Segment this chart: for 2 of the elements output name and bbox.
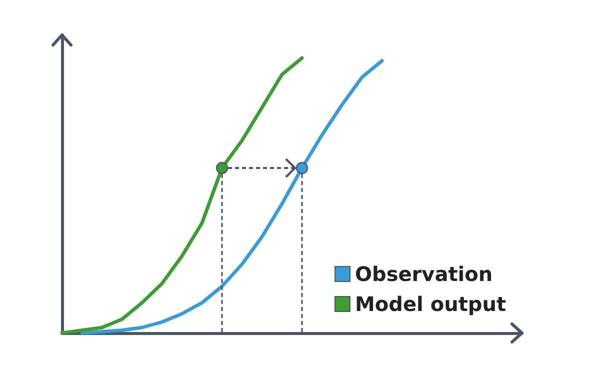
legend-label: Observation — [355, 262, 493, 286]
legend-label: Model output — [355, 292, 506, 316]
